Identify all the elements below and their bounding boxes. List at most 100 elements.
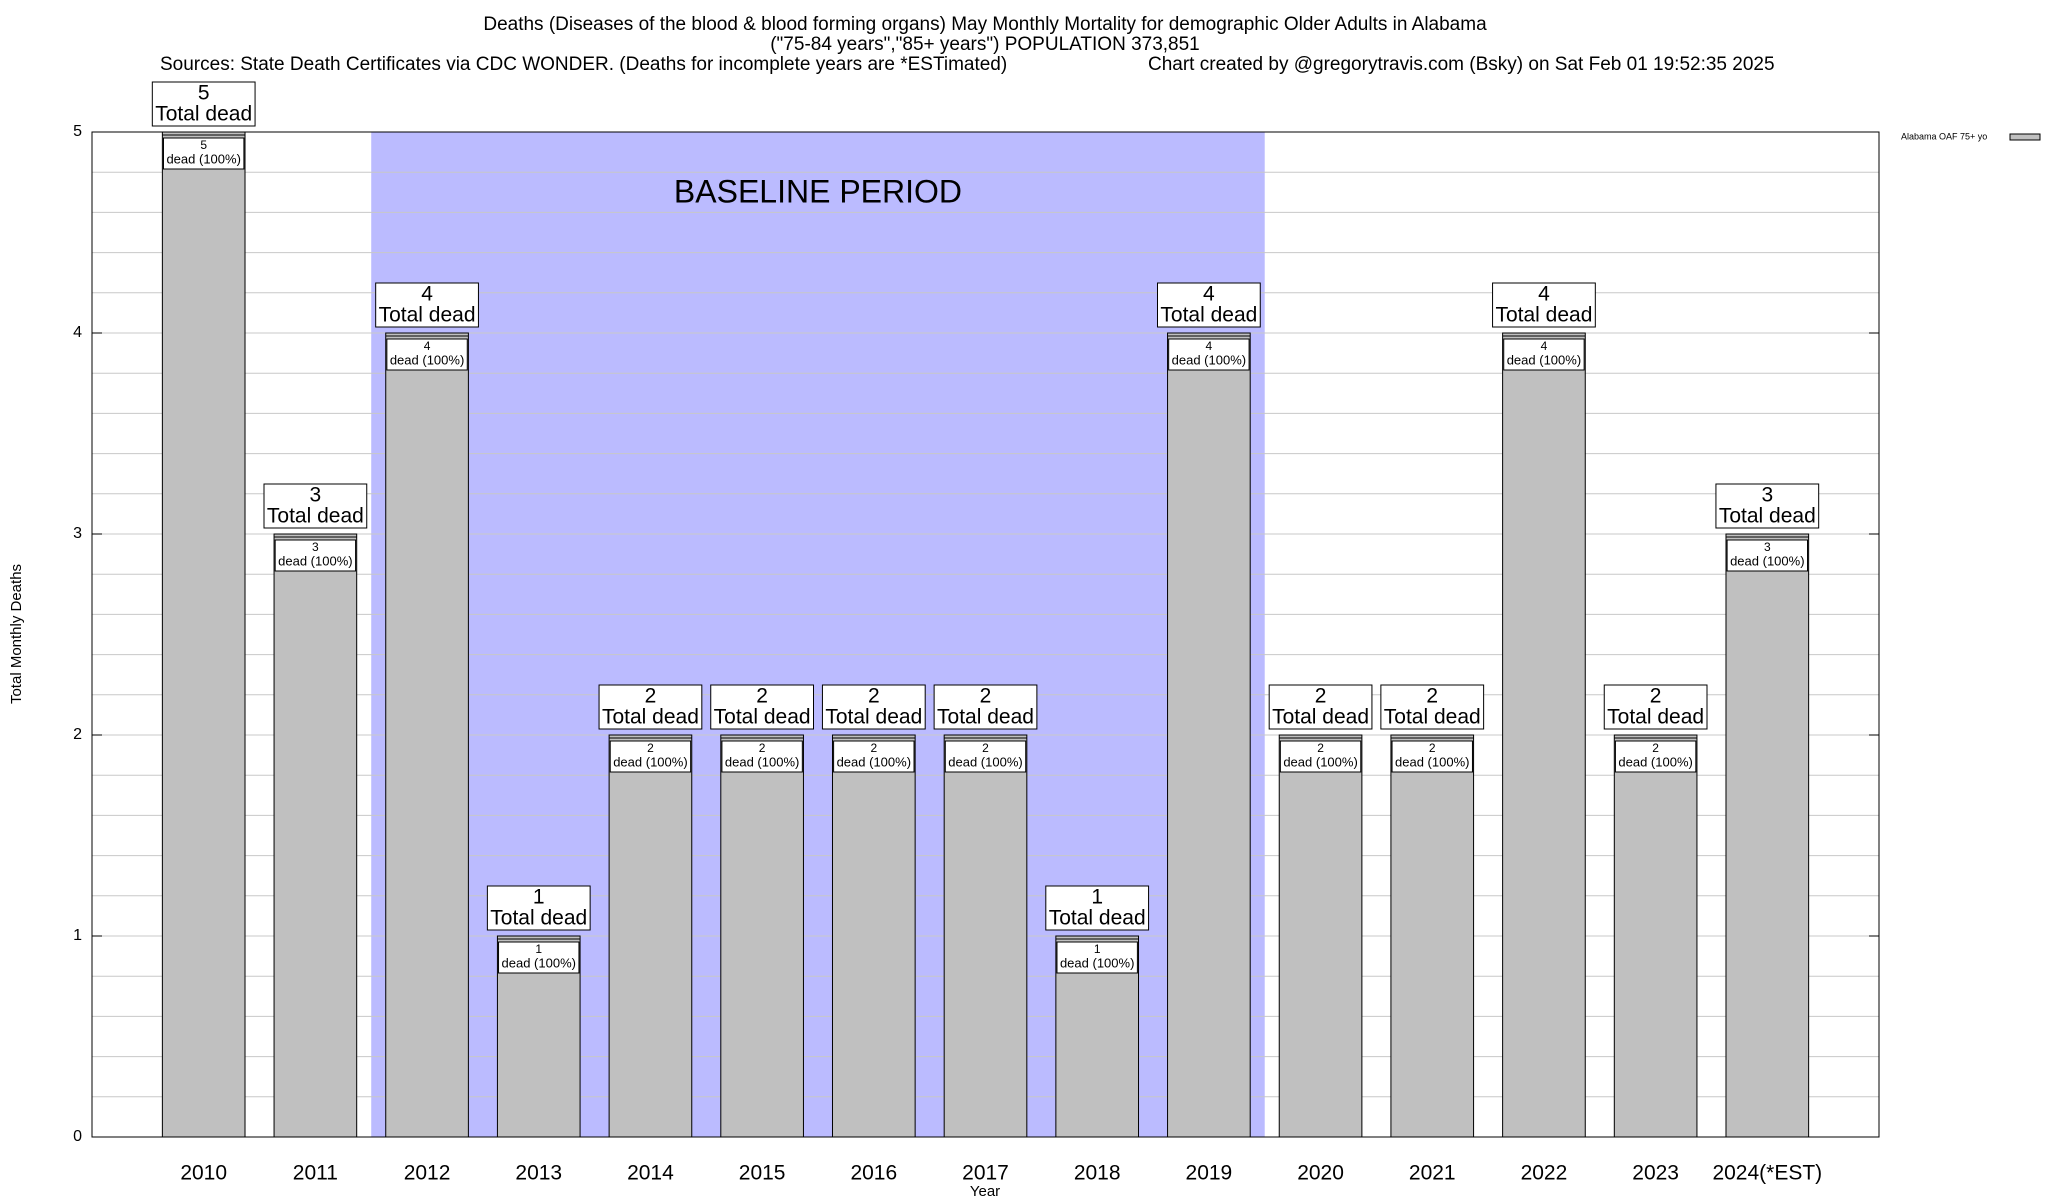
total-value: 3 (310, 484, 322, 507)
total-value: 3 (1761, 484, 1773, 507)
share-box (1614, 740, 1697, 773)
total-value: 4 (1203, 283, 1215, 306)
total-label: Total dead (267, 505, 364, 528)
x-tick-label: 2017 (962, 1162, 1009, 1185)
share-label: dead (100%) (1730, 553, 1804, 568)
total-value: 2 (756, 685, 768, 708)
share-box (498, 941, 580, 974)
bar (1167, 332, 1251, 1138)
total-label: Total dead (602, 706, 699, 729)
bar (831, 734, 916, 1138)
share-value: 5 (200, 138, 207, 152)
chart-sources: Sources: State Death Certificates via CD… (160, 54, 1007, 75)
total-value: 2 (868, 685, 880, 708)
bar (943, 734, 1028, 1138)
total-label: Total dead (1607, 706, 1704, 729)
x-tick-label: 2022 (1521, 1162, 1568, 1185)
share-label: dead (100%) (837, 754, 911, 769)
x-axis-label: Year (970, 1183, 1000, 1200)
chart-subtitle: ("75-84 years","85+ years") POPULATION 3… (770, 34, 1200, 55)
share-value: 2 (982, 741, 989, 755)
share-label: dead (100%) (725, 754, 799, 769)
share-label: dead (100%) (613, 754, 687, 769)
chart-title: Deaths (Diseases of the blood & blood fo… (483, 14, 1487, 35)
total-value: 2 (645, 685, 657, 708)
total-box (151, 81, 256, 127)
bar (1390, 734, 1475, 1138)
x-tick-label: 2023 (1632, 1162, 1679, 1185)
share-value: 4 (1541, 339, 1548, 353)
share-value: 1 (535, 942, 542, 956)
total-box (1492, 282, 1596, 328)
bar (1502, 332, 1586, 1138)
share-value: 2 (1429, 741, 1436, 755)
total-box (821, 684, 926, 730)
total-box (263, 483, 368, 529)
share-value: 2 (870, 741, 877, 755)
legend-swatch (2009, 133, 2041, 141)
total-box (1603, 684, 1708, 730)
bar (161, 131, 246, 1138)
total-box (1156, 282, 1261, 328)
total-label: Total dead (1384, 706, 1481, 729)
total-label: Total dead (714, 706, 811, 729)
total-label: Total dead (1160, 304, 1257, 327)
share-box (1726, 539, 1809, 572)
total-box (1268, 684, 1373, 730)
share-box (609, 740, 692, 773)
total-label: Total dead (155, 103, 252, 126)
x-tick-label: 2012 (404, 1162, 451, 1185)
share-box (944, 740, 1027, 773)
bar (1278, 734, 1363, 1138)
share-box (386, 338, 468, 371)
bar (385, 332, 469, 1138)
total-label: Total dead (1272, 706, 1369, 729)
total-box (933, 684, 1038, 730)
share-box (162, 137, 245, 170)
chart-credit: Chart created by @gregorytravis.com (Bsk… (1148, 54, 1775, 75)
total-box (710, 684, 815, 730)
share-value: 3 (312, 540, 319, 554)
total-value: 4 (421, 283, 433, 306)
bar (608, 734, 693, 1138)
share-label: dead (100%) (278, 553, 352, 568)
bar (1613, 734, 1698, 1138)
y-tick-label: 1 (73, 927, 82, 944)
share-label: dead (100%) (948, 754, 1022, 769)
total-label: Total dead (379, 304, 476, 327)
total-box (375, 282, 479, 328)
total-label: Total dead (490, 907, 587, 930)
share-box (721, 740, 803, 773)
x-tick-label: 2024(*EST) (1712, 1162, 1822, 1185)
total-box (1380, 684, 1485, 730)
share-value: 2 (759, 741, 766, 755)
share-value: 2 (1652, 741, 1659, 755)
share-box (1056, 941, 1138, 974)
y-axis-label: Total Monthly Deaths (8, 564, 25, 704)
total-box (598, 684, 703, 730)
total-label: Total dead (1719, 505, 1816, 528)
y-tick-label: 0 (73, 1128, 82, 1145)
x-tick-label: 2018 (1074, 1162, 1121, 1185)
share-box (1391, 740, 1473, 773)
share-label: dead (100%) (1618, 754, 1692, 769)
share-box (1279, 740, 1362, 773)
total-value: 2 (980, 685, 992, 708)
share-label: dead (100%) (166, 151, 240, 166)
share-value: 4 (424, 339, 431, 353)
share-label: dead (100%) (1283, 754, 1357, 769)
x-tick-label: 2020 (1297, 1162, 1344, 1185)
total-label: Total dead (825, 706, 922, 729)
x-tick-label: 2010 (180, 1162, 227, 1185)
bar (273, 533, 358, 1138)
share-label: dead (100%) (502, 955, 576, 970)
total-box (486, 885, 591, 931)
share-label: dead (100%) (1507, 352, 1581, 367)
share-value: 4 (1206, 339, 1213, 353)
total-value: 2 (1315, 685, 1327, 708)
total-label: Total dead (937, 706, 1034, 729)
y-tick-label: 4 (73, 324, 82, 341)
x-tick-label: 2016 (850, 1162, 897, 1185)
total-value: 2 (1650, 685, 1662, 708)
